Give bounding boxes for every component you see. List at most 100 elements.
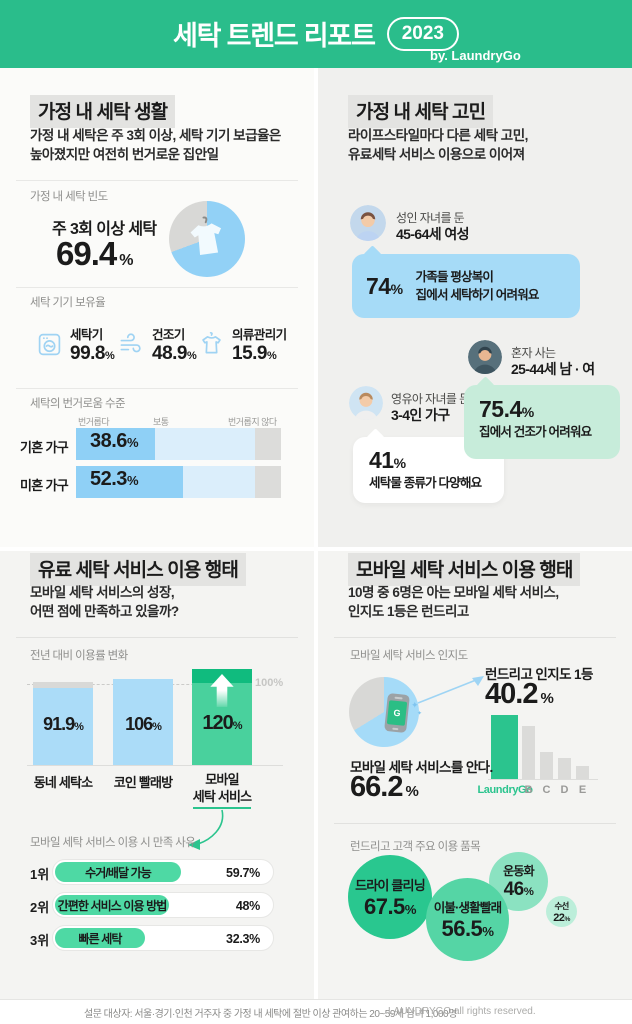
persona-group-line2: 45-64세 여성 [396, 226, 470, 242]
curved-connector-arrow [188, 809, 224, 850]
hassle-row-name: 기혼 가구 [20, 440, 69, 455]
avatar-man [468, 340, 502, 374]
header: 세탁 트렌드 리포트 2023 by. LaundryGo [0, 0, 632, 68]
machines-label: 세탁 기기 보유율 [30, 297, 106, 309]
satisfaction-row-2: 간편한 서비스 이용 방법 48% [52, 892, 274, 918]
hassle-bar-married [76, 428, 281, 460]
quote-bubble-green: 75.4% 집에서 건조가 어려워요 [464, 385, 620, 459]
section-title: 가정 내 세탁 생활 [30, 95, 176, 128]
bubble-repair: 수선 22% [546, 896, 577, 927]
axis-baseline [488, 779, 598, 780]
footer: 설문 대상자: 서울·경기·인천 거주자 중 가정 내 세탁에 절반 이상 관여… [0, 999, 632, 1024]
persona-group-line1: 영유아 자녀를 둔 [391, 392, 470, 406]
persona-group-line1: 혼자 사는 [511, 346, 556, 360]
awareness-label: 모바일 세탁 서비스 인지도 [350, 650, 468, 662]
bubble-dry-cleaning: 드라이 클리닝 67.5% [348, 855, 432, 939]
arrow-up-icon [210, 674, 234, 707]
machine-item-washer: 세탁기 99.8% [36, 324, 115, 365]
bubble-value: 56.5% [441, 916, 494, 941]
hassle-legend-3: 번거롭지 않다 [228, 417, 277, 427]
satisfaction-label: 모바일 세탁 서비스 이용 시 만족 사유 [30, 837, 196, 849]
section-title: 유료 세탁 서비스 이용 행태 [30, 553, 246, 586]
persona-group-line2: 25-44세 남 · 여 [511, 361, 595, 377]
bubble-value: 67.5% [363, 893, 417, 919]
header-title-row: 세탁 트렌드 리포트 2023 [0, 0, 632, 53]
rank-label: 3위 [30, 933, 50, 948]
know-value: 66.2% [350, 771, 419, 803]
hassle-row-value: 38.6% [90, 430, 139, 452]
know-label: 모바일 세탁 서비스를 안다. [350, 760, 493, 775]
reason-pill: 빠른 세탁 [55, 928, 145, 948]
quote-value: 41% [369, 447, 406, 473]
year-badge: 2023 [386, 16, 459, 51]
brand-bar-laundrygo [491, 715, 518, 779]
reason-pill: 수거/배달 가능 [55, 862, 181, 882]
page-title: 세탁 트렌드 리포트 [172, 21, 376, 51]
section-home-laundry-life: 가정 내 세탁 생활 가정 내 세탁은 주 3회 이상, 세탁 기기 보급율은 … [0, 68, 314, 547]
yoy-value: 120% [202, 712, 242, 734]
machine-item-dryer: 건조기 48.9% [118, 324, 197, 365]
avatar-woman [350, 205, 386, 241]
bubble-value: 46% [503, 879, 534, 900]
divider [16, 287, 298, 288]
phone-icon: G [384, 692, 410, 734]
divider [334, 823, 616, 824]
reason-value: 48% [235, 899, 260, 913]
divider [334, 637, 616, 638]
survey-note: 설문 대상자: 서울·경기·인천 거주자 중 가정 내 세탁에 절반 이상 관여… [84, 1009, 457, 1020]
brand-label: B [524, 784, 533, 796]
section-subtitle: 모바일 세탁 서비스의 성장, 어떤 점에 만족하고 있을까? [30, 585, 179, 619]
reason-value: 59.7% [226, 866, 260, 880]
top-brand-label: 런드리고 인지도 1등 [485, 667, 593, 682]
top-brand-value: 40.2% [485, 678, 554, 710]
satisfaction-row-1: 수거/배달 가능 59.7% [52, 859, 274, 885]
yoy-category-mobile: 모바일 세탁 서비스 [184, 771, 260, 809]
brand-bar-b [522, 726, 535, 779]
yoy-category: 동네 세탁소 [33, 775, 93, 790]
washer-icon [38, 333, 61, 356]
quote-value: 75.4% [479, 396, 534, 422]
quote-text: 집에서 건조가 어려워요 [479, 425, 592, 439]
clothing-care-icon [202, 331, 221, 354]
machine-item-care: 의류관리기 15.9% [198, 324, 287, 365]
bubble-bedding-laundry: 이불·생활빨래 56.5% [426, 878, 509, 961]
brand-byline: by. LaundryGo [430, 48, 521, 63]
hassle-legend-1: 번거롭다 [78, 417, 110, 427]
quote-text: 세탁물 종류가 다양해요 [369, 476, 482, 490]
reason-pill: 간편한 서비스 이용 방법 [55, 895, 169, 915]
yoy-bar-coin [113, 679, 173, 765]
copyright: LAUNDRYGO all rights reserved. [388, 1006, 536, 1017]
hassle-bar-single [76, 466, 281, 498]
awareness-pie-chart [349, 677, 419, 747]
machine-value: 48.9% [152, 343, 197, 364]
brand-label-laundrygo: LaundryGo [477, 784, 533, 796]
sparkle-icon: ✦ [417, 711, 423, 717]
section-subtitle: 라이프스타일마다 다른 세탁 고민, 유료세탁 서비스 이용으로 이어져 [348, 128, 528, 162]
divider [16, 388, 298, 389]
quote-text: 가족들 평상복이 집에서 세탁하기 어려워요 [415, 270, 540, 302]
bubble-value: 22% [553, 911, 570, 924]
section-laundry-concerns: 가정 내 세탁 고민 라이프스타일마다 다른 세탁 고민, 유료세탁 서비스 이… [318, 68, 632, 547]
hassle-label: 세탁의 번거로움 수준 [30, 398, 126, 410]
yoy-category: 코인 빨래방 [113, 775, 173, 790]
persona-group-line2: 3-4인 가구 [391, 407, 450, 423]
items-label: 런드리고 고객 주요 이용 품목 [350, 841, 481, 853]
bubble-sneakers: 운동화 46% [489, 852, 548, 911]
brand-label: E [578, 784, 587, 796]
brand-label: C [542, 784, 551, 796]
hassle-row-value: 52.3% [90, 468, 139, 490]
brand-label: D [560, 784, 569, 796]
satisfaction-row-3: 빠른 세탁 32.3% [52, 925, 274, 951]
phone-logo: G [386, 700, 408, 726]
divider [16, 180, 298, 181]
avatar-child [349, 386, 383, 420]
pointer-arrow [417, 676, 484, 704]
brand-bar-c [540, 752, 553, 779]
section-subtitle: 10명 중 6명은 아는 모바일 세탁 서비스, 인지도 1등은 런드리고 [348, 585, 559, 619]
reference-label: 100% [255, 677, 284, 689]
frequency-headline: 주 3회 이상 세탁 [52, 221, 157, 238]
section-paid-service: 유료 세탁 서비스 이용 행태 모바일 세탁 서비스의 성장, 어떤 점에 만족… [0, 551, 314, 999]
section-subtitle: 가정 내 세탁은 주 3회 이상, 세탁 기기 보급율은 높아졌지만 여전히 번… [30, 128, 281, 162]
hassle-row-name: 미혼 가구 [20, 478, 69, 493]
